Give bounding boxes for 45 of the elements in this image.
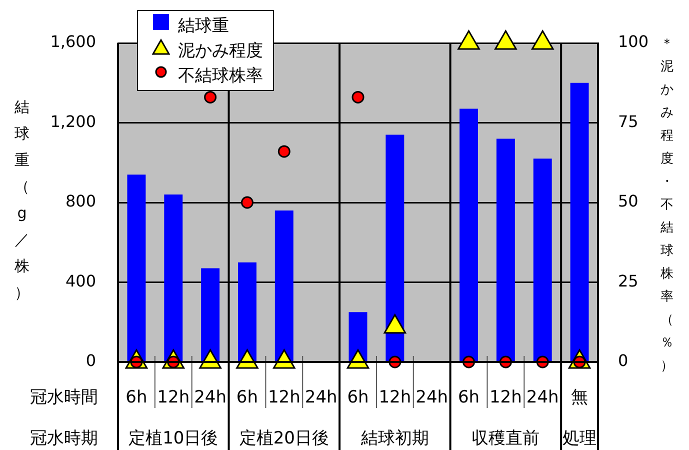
y-tick-label: 1,200 [50,112,96,131]
x-tick-label: 6h [458,388,480,408]
x-tick-label: 24h [194,388,227,408]
y-axis-title: 結球重（g／株） [14,98,30,302]
legend-label: 結球重 [178,14,229,38]
y-tick-label: 400 [65,271,96,290]
x-axis-title: 冠水時間 [30,387,98,408]
text: 結球初期 [360,428,429,448]
y-tick-label: 800 [65,192,96,211]
bar [164,194,183,362]
bar [201,268,220,362]
x-tick-label: 12h [378,388,412,408]
bar [570,82,589,362]
bar [533,158,552,362]
x-tick-label: 12h [268,388,300,408]
y2-tick-label: 75 [618,112,638,131]
y2-tick-label: 50 [618,192,638,211]
x-tick-label: 6h [236,388,258,408]
y-tick-label: 0 [86,351,96,370]
y-tick-label: 1,600 [50,32,96,52]
bar [460,108,478,362]
y2-tick-label: 25 [618,271,638,290]
bar [496,138,515,362]
legend-label: 不結球株率 [178,64,263,88]
x-tick-label: 6h [126,388,148,408]
y2-tick-label: 100 [618,32,649,52]
x-tick-label: 無 [571,388,588,408]
x-tick-label: 24h [526,388,559,408]
x-tick-label: 24h [416,388,448,408]
bar [386,134,404,362]
bar [127,174,146,362]
x-tick-label: 12h [157,388,190,408]
bar [238,262,256,362]
y2-tick-label: 0 [618,351,628,370]
bar [274,210,294,362]
x-tick-label: 24h [304,388,338,408]
legend-label: 泥かみ程度 [178,40,263,62]
text: 定植10日後 [128,428,218,448]
text: 処理 [562,428,597,448]
text: 定植20日後 [239,428,329,448]
text: 収穫直前 [472,428,540,448]
x-tick-label: 6h [347,388,369,408]
text: 冠水時期 [30,428,98,448]
text: ＊泥かみ程度・不結球株率（％） [660,36,674,374]
x-tick-label: 12h [489,388,522,408]
